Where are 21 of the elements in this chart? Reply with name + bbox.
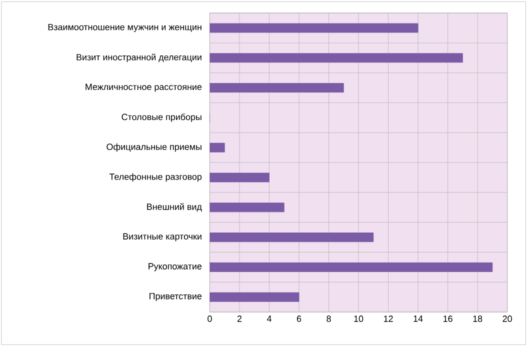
y-tick-label: Взаимоотношение мужчин и женщин [48,24,202,32]
x-tick-label: 8 [326,316,331,322]
y-tick-label: Межличностное расстояние [86,84,202,92]
x-tick-label: 0 [208,316,212,322]
x-tick-label: 14 [414,316,423,322]
x-tick-label: 4 [266,316,272,322]
x-tick-label: 6 [296,316,302,322]
y-tick-label: Телефонные разговор [109,173,202,182]
y-tick-label: Официальные приемы [106,143,202,152]
x-tick-label: 12 [384,316,393,322]
x-tick-label: 10 [354,316,364,322]
y-tick-label: Столовые приборы [122,113,202,122]
y-tick-label: Рукопожатие [148,263,202,272]
x-tick-label: 16 [444,316,452,322]
y-tick-label: Визит иностранной делегации [76,54,202,62]
x-tick-label: 2 [237,316,242,322]
y-tick-label: Приветствие [150,293,202,302]
x-tick-label: 20 [502,316,512,322]
y-tick-label: Внешний вид [147,203,202,212]
y-tick-label: Визитные карточки [123,233,202,242]
x-tick-label: 18 [473,316,482,322]
